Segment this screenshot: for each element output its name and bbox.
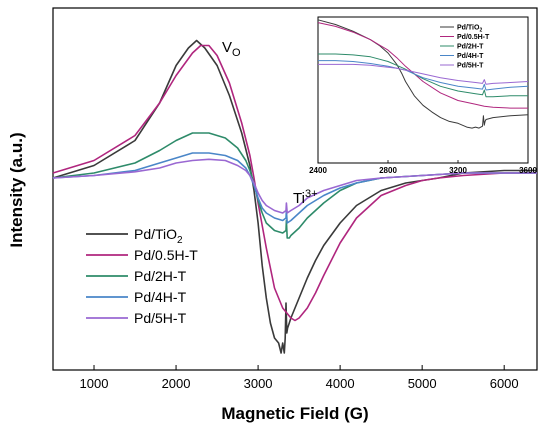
legend-label: Pd/TiO2 <box>134 226 183 246</box>
plot-frame <box>52 7 538 371</box>
x-axis-ticks: 1000 2000 3000 4000 5000 6000 <box>80 365 519 391</box>
vo-annotation: VO <box>222 39 241 59</box>
legend-label: Pd/4H-T <box>134 289 187 305</box>
inset-series-line <box>318 53 528 98</box>
inset-x-tick-label: 2800 <box>379 166 397 175</box>
inset-legend-label: Pd/4H-T <box>457 53 484 60</box>
series-line <box>52 39 537 354</box>
series-line <box>52 158 537 214</box>
inset-legend-label: Pd/0.5H-T <box>457 34 490 41</box>
series-line <box>52 44 537 322</box>
inset-x-tick-label: 3200 <box>449 166 467 175</box>
x-tick-label: 5000 <box>408 376 437 391</box>
x-tick-label: 4000 <box>326 376 355 391</box>
inset-series-line <box>318 63 529 85</box>
x-axis-label: Magnetic Field (G) <box>221 404 368 423</box>
main-series-lines <box>52 39 537 354</box>
legend-label: Pd/2H-T <box>134 268 187 284</box>
legend-label: Pd/0.5H-T <box>134 247 198 263</box>
inset-series-line <box>318 60 529 91</box>
x-tick-label: 3000 <box>244 376 273 391</box>
legend-label: Pd/5H-T <box>134 310 187 326</box>
inset-x-axis-ticks: 2400 2800 3200 3600 <box>309 160 537 175</box>
inset-legend-label: Pd/TiO2 <box>457 25 482 34</box>
inset-series-line <box>317 19 529 129</box>
inset-legend-label: Pd/5H-T <box>457 63 484 70</box>
y-axis-label: Intensity (a.u.) <box>7 132 26 247</box>
ti3-annotation: Ti3+ <box>293 188 318 207</box>
series-line <box>52 152 537 224</box>
inset-x-tick-label: 2400 <box>309 166 327 175</box>
x-tick-label: 1000 <box>80 376 109 391</box>
x-tick-label: 6000 <box>490 376 519 391</box>
inset-frame <box>317 16 529 164</box>
inset-legend-label: Pd/2H-T <box>457 44 484 51</box>
x-tick-label: 2000 <box>162 376 191 391</box>
inset-series-lines <box>317 19 529 129</box>
inset-x-tick-label: 3600 <box>519 166 537 175</box>
inset-series-line <box>317 22 528 109</box>
